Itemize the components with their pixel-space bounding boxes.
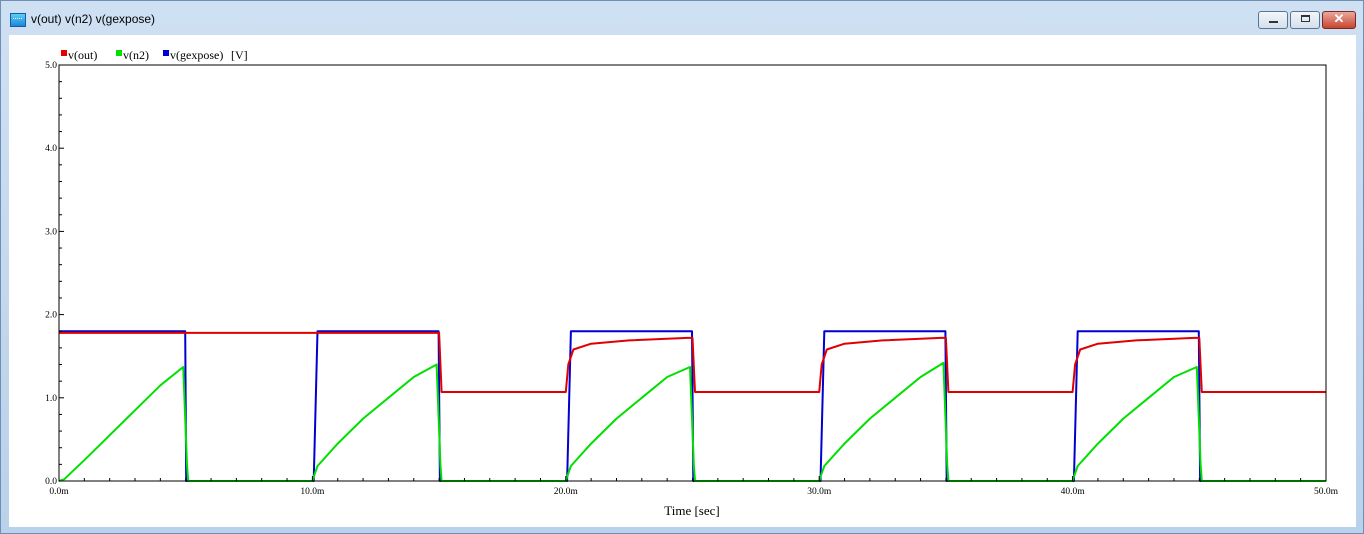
x-tick-label: 20.0m bbox=[554, 487, 579, 497]
x-tick-label: 40.0m bbox=[1061, 487, 1086, 497]
y-tick-label: 0.0 bbox=[45, 477, 57, 487]
y-tick-label: 2.0 bbox=[45, 311, 57, 321]
minimize-button[interactable] bbox=[1258, 11, 1288, 29]
legend-label-vgexpose: v(gexpose) bbox=[170, 48, 223, 62]
legend-label-vn2: v(n2) bbox=[123, 48, 149, 62]
trace-vout[interactable] bbox=[59, 331, 1326, 393]
maximize-button[interactable] bbox=[1290, 11, 1320, 29]
title-bar[interactable]: v(out) v(n2) v(gexpose) ✕ bbox=[1, 1, 1363, 33]
x-tick-label: 0.0m bbox=[49, 487, 69, 497]
y-unit-label: [V] bbox=[231, 48, 248, 62]
legend-swatch-vout bbox=[61, 50, 67, 56]
axis-ticks: 0.0m 10.0m 20.0m 30.0m 40.0m 50.0m 0.0 1.0 2.0 3.… bbox=[45, 61, 1338, 497]
maximize-icon bbox=[1301, 15, 1310, 22]
y-tick-label: 3.0 bbox=[45, 227, 57, 237]
close-button[interactable]: ✕ bbox=[1322, 11, 1356, 29]
waveform-app-icon[interactable] bbox=[10, 13, 26, 27]
x-tick-label: 30.0m bbox=[807, 487, 832, 497]
legend-swatch-vn2 bbox=[116, 50, 122, 56]
chart-legend: v(out) v(n2) v(gexpose) bbox=[61, 48, 223, 62]
close-icon: ✕ bbox=[1333, 11, 1345, 26]
legend-label-vout: v(out) bbox=[68, 48, 97, 62]
waveform-chart[interactable]: v(out) v(n2) v(gexpose) [V] 0.0m 10.0m 20.0m… bbox=[9, 35, 1356, 527]
legend-swatch-vgexpose bbox=[163, 50, 169, 56]
window-title: v(out) v(n2) v(gexpose) bbox=[31, 12, 156, 26]
minimize-icon bbox=[1269, 21, 1278, 23]
y-tick-label: 4.0 bbox=[45, 144, 57, 154]
y-tick-label: 1.0 bbox=[45, 394, 57, 404]
x-tick-label: 10.0m bbox=[300, 487, 325, 497]
trace-group bbox=[58, 330, 1326, 482]
plot-area[interactable]: v(out) v(n2) v(gexpose) [V] 0.0m 10.0m 20.0m… bbox=[9, 35, 1356, 527]
x-axis-label: Time [sec] bbox=[664, 503, 720, 518]
y-tick-label: 5.0 bbox=[45, 61, 57, 71]
x-tick-label: 50.0m bbox=[1314, 487, 1339, 497]
